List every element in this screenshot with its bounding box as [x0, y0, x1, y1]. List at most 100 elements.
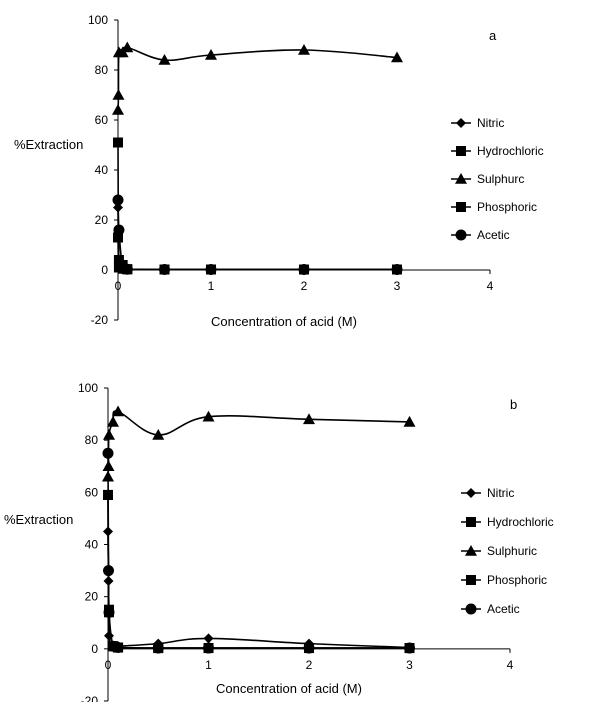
data-point-sulphurc	[298, 44, 310, 55]
legend-marker	[465, 603, 477, 615]
y-tick-label: 0	[91, 642, 98, 656]
data-point-acetic	[103, 606, 115, 618]
chart-panel-b: -20 0 20 40 60 80 100 0 1 2 3 4 Concentration of aci…	[4, 381, 554, 702]
data-point-sulphuric	[202, 410, 215, 422]
data-point-sulphurc	[112, 89, 125, 100]
series-line-sulphuric	[107, 410, 410, 477]
legend-marker	[456, 146, 466, 156]
legend-item-acetic: Acetic	[461, 602, 520, 616]
series-phosphoric	[103, 489, 415, 654]
legend-marker	[466, 488, 476, 498]
y-tick-label: 60	[85, 485, 99, 499]
y-tick-label: 40	[85, 538, 99, 552]
y-axis-title: %Extraction	[14, 137, 83, 152]
data-point-sulphurc	[158, 54, 171, 65]
y-tick-label: 60	[95, 113, 109, 127]
data-point-acetic	[404, 642, 415, 654]
legend-item-phosphoric: Phosphoric	[451, 200, 537, 214]
legend-label: Acetic	[477, 228, 510, 242]
panel-label: b	[510, 397, 517, 412]
series-line-hydrochloric	[117, 142, 397, 272]
legend-item-sulphurc: Sulphurc	[451, 172, 524, 186]
data-point-acetic	[159, 264, 170, 275]
y-tick-label: 20	[85, 590, 99, 604]
data-point-acetic	[113, 224, 125, 236]
legend-item-sulphuric: Sulphuric	[461, 544, 537, 558]
series-line-sulphurc	[117, 46, 398, 111]
legend-marker	[466, 575, 476, 585]
data-point-acetic	[152, 642, 164, 654]
y-axis-title: %Extraction	[4, 512, 73, 527]
y-tick-label: 80	[95, 63, 109, 77]
legend-label: Nitric	[487, 486, 514, 500]
legend-label: Hydrochloric	[477, 144, 544, 158]
data-point-acetic	[121, 263, 133, 275]
data-point-sulphuric	[107, 415, 120, 427]
data-point-acetic	[391, 264, 403, 275]
series-sulphurc	[112, 41, 403, 115]
data-point-sulphuric	[403, 415, 416, 427]
y-tick-label: -20	[81, 694, 99, 702]
x-tick-label: 3	[406, 658, 413, 672]
legend-label: Nitric	[477, 116, 504, 130]
series-hydrochloric	[103, 489, 415, 654]
data-point-acetic	[112, 194, 124, 206]
data-point-acetic	[205, 264, 217, 275]
x-tick-label: 1	[208, 279, 215, 293]
x-tick-label: 3	[394, 279, 401, 293]
legend-marker	[456, 202, 466, 212]
series-line-acetic	[117, 199, 397, 272]
series-hydrochloric	[113, 137, 402, 275]
data-point-sulphurc	[112, 104, 124, 115]
legend-label: Phosphoric	[477, 200, 537, 214]
data-point-acetic	[103, 565, 115, 577]
x-tick-label: 4	[487, 279, 494, 293]
data-point-sulphuric	[112, 405, 125, 417]
data-point-sulphuric	[103, 428, 116, 440]
data-point-acetic	[102, 447, 114, 459]
data-point-nitric	[104, 630, 115, 641]
series-line-nitric	[107, 531, 410, 649]
legend-label: Acetic	[487, 602, 520, 616]
legend-item-phosphoric: Phosphoric	[461, 573, 547, 587]
series-sulphuric	[102, 405, 416, 482]
x-tick-label: 2	[301, 279, 308, 293]
legend-item-nitric: Nitric	[451, 116, 504, 130]
x-axis-title: Concentration of acid (M)	[211, 314, 357, 329]
legend-label: Sulphurc	[477, 172, 524, 186]
y-tick-label: -20	[91, 313, 109, 327]
series-line-acetic	[107, 453, 410, 651]
legend-marker	[466, 517, 476, 527]
y-tick-label: 40	[95, 163, 109, 177]
legend-label: Phosphoric	[487, 573, 547, 587]
data-point-acetic	[112, 642, 124, 654]
legend-marker	[465, 545, 477, 556]
y-tick-label: 100	[78, 381, 98, 395]
data-point-acetic	[298, 264, 310, 275]
legend-item-nitric: Nitric	[461, 486, 514, 500]
legend-label: Sulphuric	[487, 544, 537, 558]
legend-item-acetic: Acetic	[451, 228, 510, 242]
y-tick-label: 20	[95, 213, 109, 227]
series-line-nitric	[117, 207, 397, 272]
chart-panel-a: -20 0 20 40 60 80 100 0 1 2 3 4 Concentration of aci…	[14, 13, 544, 329]
data-point-sulphuric	[152, 428, 165, 440]
panel-label: a	[489, 28, 497, 43]
x-axis-title: Concentration of acid (M)	[216, 681, 362, 696]
data-point-sulphurc	[391, 51, 403, 63]
x-tick-label: 4	[507, 658, 514, 672]
x-tick-label: 0	[105, 658, 112, 672]
legend-item-hydrochloric: Hydrochloric	[451, 144, 544, 158]
data-point-nitric	[203, 633, 214, 644]
legend-label: Hydrochloric	[487, 515, 554, 529]
series-line-phosphoric	[107, 494, 410, 651]
data-point-acetic	[203, 642, 214, 654]
data-point-sulphuric	[303, 413, 315, 425]
data-point-acetic	[303, 642, 315, 654]
legend-marker	[455, 229, 467, 241]
y-tick-label: 100	[88, 13, 108, 27]
y-tick-label: 0	[101, 263, 108, 277]
x-tick-label: 1	[205, 658, 212, 672]
series-acetic	[102, 447, 415, 654]
